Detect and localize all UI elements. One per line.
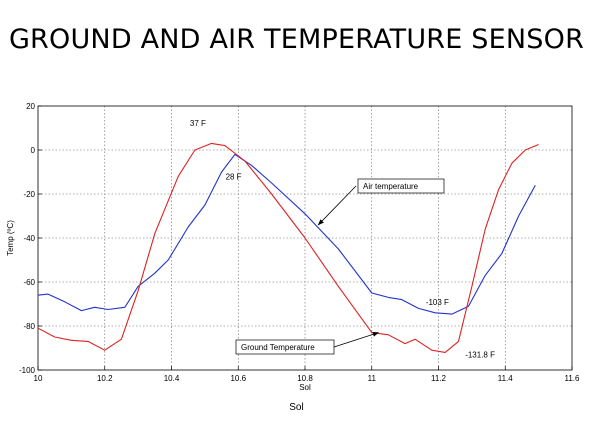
- slide-title: GROUND AND AIR TEMPERATURE SENSOR: [8, 24, 585, 55]
- series-layer: [37, 142, 539, 353]
- min-air-label: -103 F: [426, 298, 449, 307]
- y-tick-label: 0: [31, 146, 36, 155]
- y-axis-label: Temp (ºC): [6, 220, 15, 256]
- x-tick-label: 10: [34, 374, 43, 383]
- y-tick-label: -20: [23, 190, 35, 199]
- slide-caption: Sol: [289, 402, 304, 413]
- y-tick-label: -80: [23, 322, 35, 331]
- x-tick-label: 11: [368, 374, 377, 383]
- air-temperature-callout-arrow: [317, 185, 357, 226]
- ground-temperature-callout-arrow: [333, 332, 380, 348]
- x-tick-label: 10.8: [297, 374, 313, 383]
- peak-ground-label: 37 F: [190, 119, 206, 128]
- annotation-layer: 37 F 28 F -103 F -131.8 F Air temperature Gro…: [190, 119, 495, 359]
- y-tick-label: 20: [26, 102, 35, 111]
- axis-ticks: 10 10.2 10.4 10.6 10.8 11 11.2 11.4 11.6 20 0 -20 -4…: [19, 102, 580, 383]
- ground-temperature-callout-label: Ground Temperature: [241, 343, 315, 352]
- x-tick-label: 11.4: [498, 374, 514, 383]
- min-ground-label: -131.8 F: [465, 350, 495, 359]
- x-tick-label: 11.6: [565, 374, 581, 383]
- y-tick-label: -60: [23, 278, 35, 287]
- x-tick-label: 10.6: [230, 374, 246, 383]
- ground-temperature-line: [37, 142, 539, 353]
- x-tick-label: 10.4: [164, 374, 180, 383]
- x-tick-label: 10.2: [97, 374, 113, 383]
- x-tick-label: 11.2: [431, 374, 447, 383]
- air-temperature-line: [37, 153, 536, 315]
- air-temperature-callout-label: Air temperature: [363, 182, 419, 191]
- y-tick-label: -100: [19, 366, 36, 375]
- peak-air-label: 28 F: [226, 173, 242, 182]
- y-tick-label: -40: [23, 234, 35, 243]
- air-temperature-callout-box: [357, 178, 445, 194]
- x-axis-label: Sol: [299, 383, 311, 392]
